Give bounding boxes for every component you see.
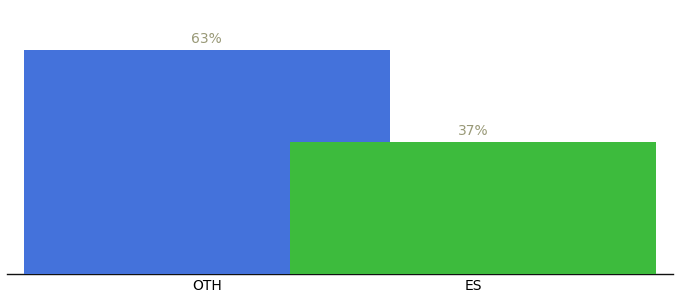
Bar: [24, 50, 390, 274]
Text: 37%: 37%: [458, 124, 488, 138]
Text: 63%: 63%: [191, 32, 222, 46]
Bar: [290, 142, 656, 274]
